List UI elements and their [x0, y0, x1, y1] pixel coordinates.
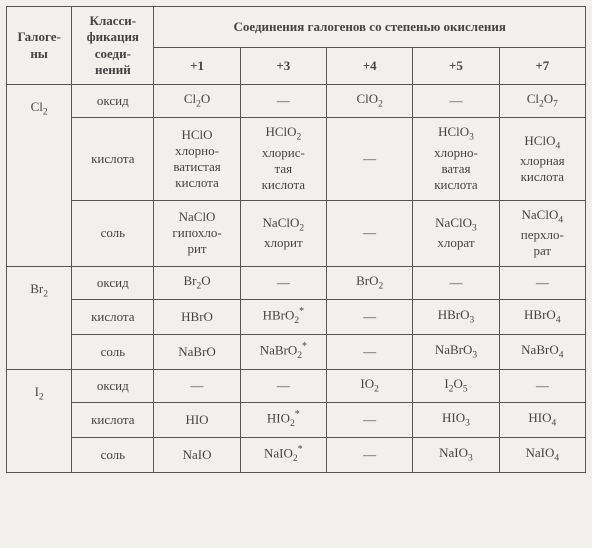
- value-cell: NaClO2хлорит: [240, 200, 326, 266]
- value-cell: —: [499, 369, 585, 402]
- hdr-ox-state: +4: [327, 48, 413, 85]
- value-cell: —: [327, 334, 413, 369]
- class-cell: кислота: [72, 118, 154, 200]
- value-cell: NaBrO3: [413, 334, 499, 369]
- value-cell: ClO2: [327, 85, 413, 118]
- value-cell: —: [327, 403, 413, 438]
- value-cell: NaBrO: [154, 334, 240, 369]
- table-row: I2оксид——IO2I2O5—: [7, 369, 586, 402]
- class-cell: соль: [72, 334, 154, 369]
- table-header: Галоге-ны Класси-фикациясоеди-нений Соед…: [7, 7, 586, 85]
- value-cell: HClO4хлорнаякислота: [499, 118, 585, 200]
- hdr-ox-state: +7: [499, 48, 585, 85]
- hdr-spanner: Соединения галогенов со степенью окислен…: [154, 7, 586, 48]
- value-cell: —: [327, 118, 413, 200]
- value-cell: NaBrO2*: [240, 334, 326, 369]
- hdr-class: Класси-фикациясоеди-нений: [72, 7, 154, 85]
- value-cell: BrO2: [327, 266, 413, 299]
- hdr-ox-state: +1: [154, 48, 240, 85]
- value-cell: —: [240, 266, 326, 299]
- value-cell: —: [240, 85, 326, 118]
- value-cell: —: [499, 266, 585, 299]
- table-row: кислотаHBrOHBrO2*—HBrO3HBrO4: [7, 300, 586, 335]
- value-cell: HClO2хлорис-таякислота: [240, 118, 326, 200]
- value-cell: NaBrO4: [499, 334, 585, 369]
- hdr-halogen: Галоге-ны: [7, 7, 72, 85]
- hdr-ox-state: +3: [240, 48, 326, 85]
- value-cell: NaIO: [154, 437, 240, 472]
- value-cell: NaIO2*: [240, 437, 326, 472]
- value-cell: —: [413, 266, 499, 299]
- table-row: Cl2оксидCl2O—ClO2—Cl2O7: [7, 85, 586, 118]
- value-cell: HIO: [154, 403, 240, 438]
- value-cell: NaIO4: [499, 437, 585, 472]
- table-row: кислотаHClOхлорно-ватистаякислотаHClO2хл…: [7, 118, 586, 200]
- value-cell: NaClO4перхло-рат: [499, 200, 585, 266]
- value-cell: HClO3хлорно-ватаякислота: [413, 118, 499, 200]
- value-cell: NaClO3хлорат: [413, 200, 499, 266]
- class-cell: соль: [72, 437, 154, 472]
- halogen-cell: I2: [7, 369, 72, 472]
- table-row: Br2оксидBr2O—BrO2——: [7, 266, 586, 299]
- value-cell: HBrO: [154, 300, 240, 335]
- table-row: сольNaBrONaBrO2*—NaBrO3NaBrO4: [7, 334, 586, 369]
- table-body: Cl2оксидCl2O—ClO2—Cl2O7кислотаHClOхлорно…: [7, 85, 586, 473]
- class-cell: соль: [72, 200, 154, 266]
- value-cell: I2O5: [413, 369, 499, 402]
- table-row: сольNaClOгипохло-ритNaClO2хлорит—NaClO3х…: [7, 200, 586, 266]
- value-cell: HIO4: [499, 403, 585, 438]
- table-row: кислотаHIOHIO2*—HIO3HIO4: [7, 403, 586, 438]
- value-cell: HIO2*: [240, 403, 326, 438]
- value-cell: Cl2O7: [499, 85, 585, 118]
- value-cell: NaClOгипохло-рит: [154, 200, 240, 266]
- value-cell: HBrO3: [413, 300, 499, 335]
- value-cell: —: [413, 85, 499, 118]
- value-cell: —: [154, 369, 240, 402]
- value-cell: HBrO2*: [240, 300, 326, 335]
- value-cell: Cl2O: [154, 85, 240, 118]
- class-cell: кислота: [72, 403, 154, 438]
- class-cell: оксид: [72, 85, 154, 118]
- value-cell: HIO3: [413, 403, 499, 438]
- halogen-cell: Br2: [7, 266, 72, 369]
- value-cell: —: [327, 300, 413, 335]
- value-cell: HBrO4: [499, 300, 585, 335]
- class-cell: кислота: [72, 300, 154, 335]
- halogen-table: Галоге-ны Класси-фикациясоеди-нений Соед…: [6, 6, 586, 473]
- class-cell: оксид: [72, 266, 154, 299]
- value-cell: —: [327, 200, 413, 266]
- halogen-cell: Cl2: [7, 85, 72, 267]
- table-row: сольNaIONaIO2*—NaIO3NaIO4: [7, 437, 586, 472]
- value-cell: —: [240, 369, 326, 402]
- value-cell: NaIO3: [413, 437, 499, 472]
- value-cell: —: [327, 437, 413, 472]
- class-cell: оксид: [72, 369, 154, 402]
- hdr-ox-state: +5: [413, 48, 499, 85]
- value-cell: Br2O: [154, 266, 240, 299]
- value-cell: HClOхлорно-ватистаякислота: [154, 118, 240, 200]
- value-cell: IO2: [327, 369, 413, 402]
